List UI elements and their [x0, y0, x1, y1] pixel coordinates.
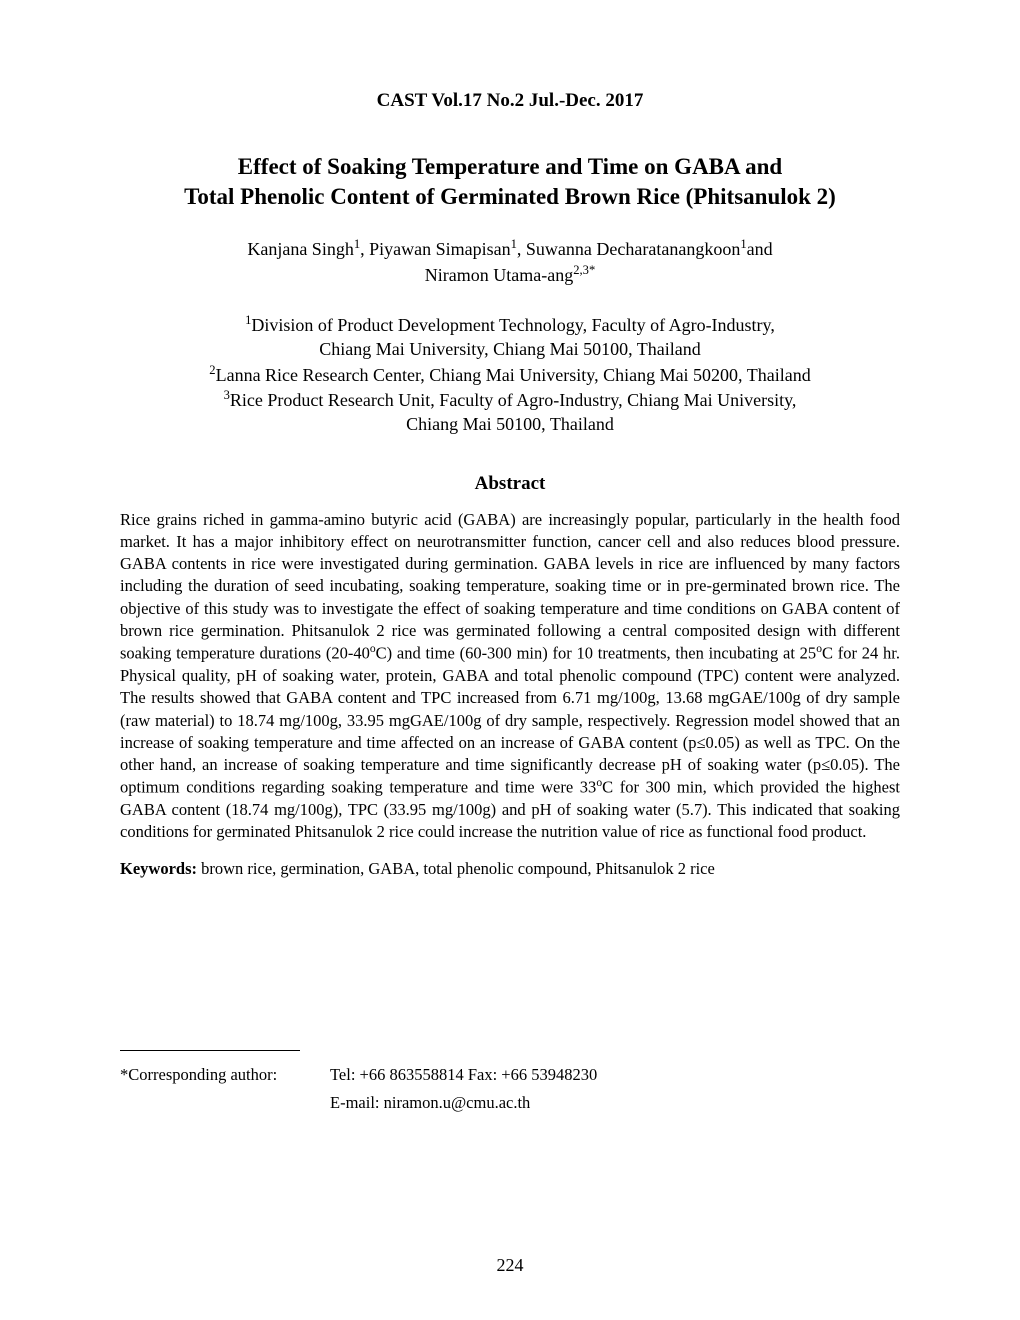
page-number: 224: [0, 1255, 1020, 1276]
authors: Kanjana Singh1, Piyawan Simapisan1, Suwa…: [120, 236, 900, 288]
keywords-label: Keywords:: [120, 859, 197, 878]
title-line-2: Total Phenolic Content of Germinated Bro…: [184, 184, 836, 209]
paper-title: Effect of Soaking Temperature and Time o…: [120, 152, 900, 212]
footnote-contact-tel-fax: Tel: +66 863558814 Fax: +66 53948230: [330, 1061, 597, 1089]
title-line-1: Effect of Soaking Temperature and Time o…: [238, 154, 782, 179]
corresponding-author-footnote: *Corresponding author: Tel: +66 86355881…: [120, 1061, 900, 1117]
abstract-text: Rice grains riched in gamma-amino butyri…: [120, 509, 900, 844]
keywords: Keywords: brown rice, germination, GABA,…: [120, 858, 900, 880]
footnote-contact-email: E-mail: niramon.u@cmu.ac.th: [330, 1089, 530, 1117]
keywords-text: brown rice, germination, GABA, total phe…: [197, 859, 715, 878]
journal-header: CAST Vol.17 No.2 Jul.-Dec. 2017: [120, 90, 900, 112]
footnote-label-spacer: [120, 1089, 330, 1117]
footnote-separator: [120, 1050, 300, 1051]
abstract-heading: Abstract: [120, 473, 900, 495]
affiliations: 1Division of Product Development Technol…: [120, 312, 900, 436]
footnote-label: *Corresponding author:: [120, 1061, 330, 1089]
